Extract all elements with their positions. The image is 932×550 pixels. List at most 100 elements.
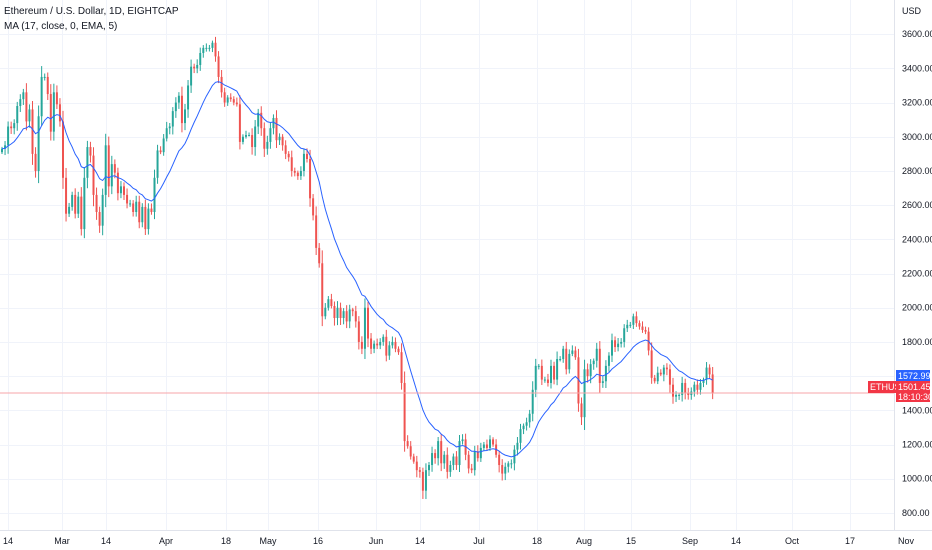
candle-body <box>13 123 16 129</box>
y-tick-label: 2800.00 <box>902 166 932 176</box>
candle-body <box>287 153 290 158</box>
candle-body <box>586 369 589 377</box>
candle-body <box>446 454 449 472</box>
candle-body <box>293 170 296 173</box>
candle-body <box>470 468 473 471</box>
candle-body <box>421 471 424 491</box>
candle-body <box>437 441 440 459</box>
candle-body <box>245 135 247 137</box>
candle-body <box>528 413 531 423</box>
x-tick-label: 14 <box>731 536 741 546</box>
candle-body <box>71 194 74 207</box>
candle-body <box>354 311 357 322</box>
symbol-tag: ETHUSD <box>868 381 908 393</box>
candle-body <box>98 212 101 226</box>
x-tick-label: 14 <box>101 536 111 546</box>
chart-title[interactable]: Ethereum / U.S. Dollar, 1D, EIGHTCAP <box>4 6 179 17</box>
candle-body <box>272 117 275 129</box>
candle-body <box>92 155 95 195</box>
candle-body <box>696 384 699 390</box>
candle-body <box>607 355 610 366</box>
candle-body <box>104 145 107 195</box>
candle-body <box>132 203 135 212</box>
candle-body <box>604 365 607 382</box>
candle-body <box>278 136 281 141</box>
candle-body <box>187 85 190 110</box>
price-value: 1501.45 <box>898 382 931 392</box>
candle-body <box>415 461 418 471</box>
candle-body <box>165 128 168 139</box>
candle-body <box>388 345 391 356</box>
candle-body <box>153 177 156 212</box>
y-axis[interactable]: 3600.00 3400.00 3200.00 3000.00 2800.00 2600.… <box>902 29 932 518</box>
candle-body <box>315 215 318 248</box>
candle-body <box>318 247 321 264</box>
candle-body <box>205 47 208 49</box>
candle-body <box>68 206 71 214</box>
candle-body <box>159 150 162 153</box>
candle-body <box>540 365 543 380</box>
candle-body <box>214 42 217 57</box>
candle-body <box>507 463 510 467</box>
candle-body <box>49 94 52 132</box>
candle-body <box>101 194 104 226</box>
candle-body <box>617 343 620 348</box>
candle-body <box>46 76 49 95</box>
candle-body <box>632 316 635 325</box>
candle-body <box>83 177 86 230</box>
candle-body <box>534 365 537 390</box>
candle-body <box>302 153 305 171</box>
candle-body <box>275 117 278 141</box>
x-tick-label: Nov <box>898 536 915 546</box>
candle-body <box>199 53 202 65</box>
candle-body <box>348 309 351 322</box>
candle-body <box>177 95 180 103</box>
grid-lines <box>0 0 894 530</box>
candle-body <box>217 56 220 77</box>
indicator-label[interactable]: MA (17, close, 0, EMA, 5) <box>4 21 118 32</box>
candle-body <box>391 341 394 346</box>
candle-body <box>577 357 580 404</box>
x-axis[interactable]: 14 Mar 14 Apr 18 May 16 Jun 14 Jul 18 Aug 15 Sep 14 Oct… <box>3 536 915 546</box>
candle-body <box>211 42 214 48</box>
candle-body <box>296 172 299 177</box>
candle-body <box>202 47 205 53</box>
candle-body <box>428 465 430 471</box>
candle-body <box>431 453 434 466</box>
candle-body <box>235 102 238 105</box>
currency-label: USD <box>902 6 922 16</box>
candle-body <box>641 326 644 330</box>
candle-body <box>110 164 113 187</box>
candle-body <box>556 359 559 380</box>
y-tick-label: 1000.00 <box>902 474 932 484</box>
candle-body <box>574 350 577 358</box>
y-tick-label: 3600.00 <box>902 29 932 39</box>
candle-body <box>19 99 22 106</box>
candle-body <box>589 364 592 377</box>
candle-body <box>25 92 28 122</box>
candle-body <box>653 377 656 382</box>
candle-body <box>479 447 482 459</box>
candle-body <box>144 206 147 230</box>
candle-body <box>687 393 690 395</box>
x-tick-label: Jun <box>369 536 384 546</box>
candle-body <box>467 454 470 469</box>
candlestick-series <box>1 36 714 500</box>
candle-body <box>208 47 211 49</box>
candle-body <box>324 307 327 317</box>
y-tick-label: 2600.00 <box>902 200 932 210</box>
candle-body <box>327 299 330 308</box>
candle-body <box>22 92 25 100</box>
candle-body <box>232 99 235 103</box>
candle-body <box>312 198 315 216</box>
candle-body <box>306 153 308 159</box>
candle-body <box>382 336 385 342</box>
candle-body <box>449 465 452 472</box>
chart-legend: Ethereum / U.S. Dollar, 1D, EIGHTCAP MA … <box>4 4 179 34</box>
candle-body <box>65 177 68 214</box>
candle-body <box>598 348 601 383</box>
x-tick-label: 14 <box>415 536 425 546</box>
candle-body <box>123 186 125 195</box>
candle-body <box>397 348 400 353</box>
